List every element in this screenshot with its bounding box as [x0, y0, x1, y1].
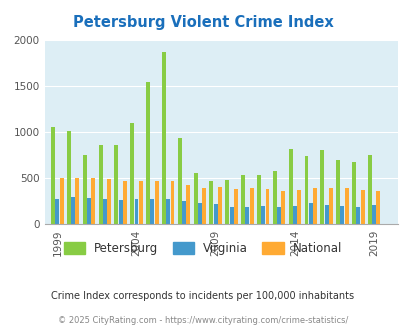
- Bar: [245, 207, 249, 224]
- Bar: [229, 207, 233, 224]
- Bar: [114, 145, 118, 224]
- Bar: [360, 190, 364, 224]
- Bar: [261, 206, 264, 224]
- Bar: [166, 199, 170, 224]
- Bar: [356, 207, 359, 224]
- Bar: [51, 127, 55, 224]
- Bar: [233, 189, 237, 224]
- Bar: [292, 206, 296, 224]
- Bar: [75, 178, 79, 224]
- Bar: [304, 156, 308, 224]
- Bar: [328, 188, 332, 224]
- Bar: [324, 206, 328, 224]
- Bar: [71, 197, 75, 224]
- Bar: [55, 199, 59, 224]
- Bar: [67, 131, 71, 224]
- Bar: [272, 171, 276, 224]
- Bar: [150, 199, 154, 224]
- Legend: Petersburg, Virginia, National: Petersburg, Virginia, National: [59, 237, 346, 260]
- Bar: [123, 181, 127, 224]
- Bar: [217, 187, 222, 224]
- Bar: [60, 178, 64, 224]
- Bar: [213, 204, 217, 224]
- Bar: [202, 188, 206, 224]
- Text: Petersburg Violent Crime Index: Petersburg Violent Crime Index: [72, 15, 333, 30]
- Bar: [351, 162, 355, 224]
- Bar: [265, 189, 269, 224]
- Bar: [371, 205, 375, 224]
- Bar: [344, 188, 348, 224]
- Bar: [320, 149, 324, 224]
- Bar: [181, 201, 185, 224]
- Bar: [308, 203, 312, 224]
- Bar: [170, 182, 174, 224]
- Bar: [107, 179, 111, 224]
- Bar: [118, 200, 122, 224]
- Bar: [134, 199, 138, 224]
- Bar: [130, 123, 134, 224]
- Bar: [177, 138, 181, 224]
- Bar: [193, 173, 197, 224]
- Text: Crime Index corresponds to incidents per 100,000 inhabitants: Crime Index corresponds to incidents per…: [51, 291, 354, 301]
- Bar: [225, 180, 229, 224]
- Bar: [335, 160, 339, 224]
- Bar: [340, 206, 343, 224]
- Bar: [209, 181, 213, 224]
- Text: © 2025 CityRating.com - https://www.cityrating.com/crime-statistics/: © 2025 CityRating.com - https://www.city…: [58, 316, 347, 325]
- Bar: [154, 181, 158, 224]
- Bar: [87, 198, 91, 224]
- Bar: [277, 207, 280, 224]
- Bar: [186, 185, 190, 224]
- Bar: [162, 51, 166, 224]
- Bar: [367, 155, 371, 224]
- Bar: [98, 145, 102, 224]
- Bar: [256, 176, 260, 224]
- Bar: [281, 191, 285, 224]
- Bar: [241, 176, 245, 224]
- Bar: [102, 199, 107, 224]
- Bar: [375, 191, 379, 224]
- Bar: [288, 148, 292, 224]
- Bar: [249, 188, 253, 224]
- Bar: [197, 203, 201, 224]
- Bar: [296, 190, 301, 224]
- Bar: [312, 188, 316, 224]
- Bar: [139, 182, 143, 224]
- Bar: [83, 155, 87, 224]
- Bar: [91, 178, 95, 224]
- Bar: [146, 82, 150, 224]
